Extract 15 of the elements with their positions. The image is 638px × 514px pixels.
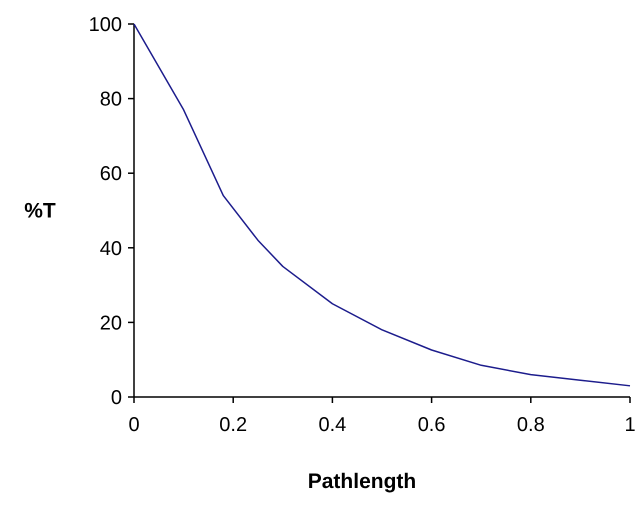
y-axis-title: %T [24,200,56,222]
y-tick-label: 0 [110,387,122,409]
x-axis-title: Pathlength [308,470,416,493]
x-tick-label: 0 [128,414,140,436]
x-tick-label: 1 [624,414,636,436]
y-tick-label: 100 [88,14,122,36]
y-tick-label: 40 [100,238,122,260]
y-tick-label: 20 [100,312,122,334]
x-tick-label: 0.6 [418,414,446,436]
line-series [133,23,631,387]
x-tick-label: 0.2 [219,414,248,436]
x-tick-label: 0.8 [516,414,545,436]
y-tick-label: 80 [100,88,122,111]
x-tick-label: 0.4 [318,414,346,436]
y-tick-label: 60 [100,163,122,186]
